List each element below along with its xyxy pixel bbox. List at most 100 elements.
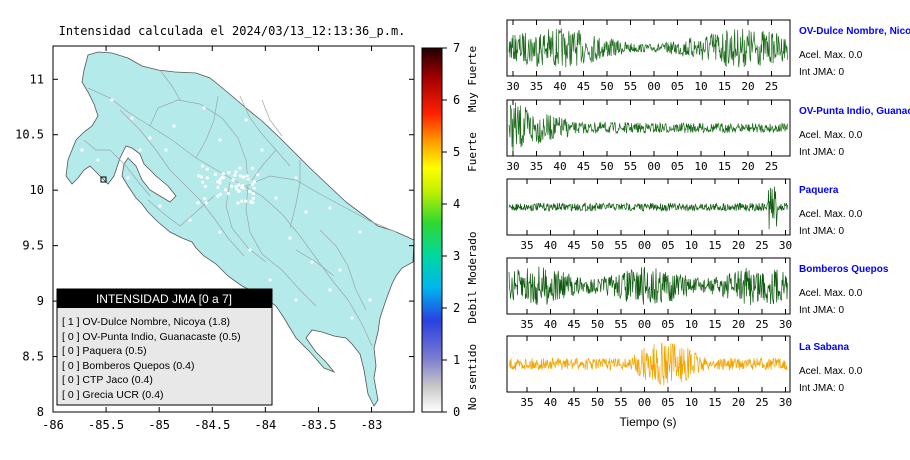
waveform-tick-label: 00 xyxy=(647,160,660,173)
waveform-tick-label: 50 xyxy=(591,396,604,409)
road-network xyxy=(83,69,397,347)
station-name: OV-Punta Indio, Guanacaste xyxy=(799,106,910,117)
waveform-tick-label: 45 xyxy=(567,318,580,331)
town-marker xyxy=(246,177,250,181)
station-marker-dulce-nombre xyxy=(100,176,107,183)
waveform-tick-label: 55 xyxy=(624,80,637,93)
town-marker xyxy=(203,197,207,201)
waveform-tick-label: 35 xyxy=(530,80,543,93)
town-marker xyxy=(268,278,272,282)
town-marker xyxy=(368,298,372,302)
town-marker xyxy=(203,184,207,189)
waveform-tick-label: 55 xyxy=(614,318,627,331)
int-jma-label: Int JMA: 0 xyxy=(799,305,844,316)
town-marker xyxy=(216,180,220,184)
town-marker xyxy=(248,189,252,193)
waveform-panel: 35 40 45 50 55 00 05 10 15 20 25 30 Bomberos Quepos A… xyxy=(506,257,889,331)
colorbar-label-no-sentido: No sentido xyxy=(466,344,479,410)
waveform-tick-label: 30 xyxy=(506,80,519,93)
colorbar-ticks: 7 6 5 4 3 2 1 0 xyxy=(442,41,460,419)
town-marker xyxy=(310,260,314,264)
town-marker xyxy=(188,218,192,222)
colorbar: 7 6 5 4 3 2 1 0 Muy Fuerte Fuerte Moderado Debi… xyxy=(421,41,479,419)
waveform-tick-label: 35 xyxy=(530,160,543,173)
int-jma-label: Int JMA: 0 xyxy=(799,67,844,78)
town-marker xyxy=(216,185,220,189)
road xyxy=(199,199,245,257)
waveform-trace xyxy=(508,266,788,306)
town-marker xyxy=(240,199,244,203)
waveform-tick-label: 05 xyxy=(671,80,684,93)
waveform-tick-label: 00 xyxy=(638,396,651,409)
waveform-tick-label: 05 xyxy=(661,396,674,409)
road xyxy=(195,95,219,159)
waveform-tick-label: 10 xyxy=(694,80,707,93)
legend-item: [ 1 ] OV-Dulce Nombre, Nicoya (1.8) xyxy=(62,316,230,328)
map-y-tick-label: 10 xyxy=(30,183,44,197)
town-marker xyxy=(240,184,245,188)
road xyxy=(261,99,283,137)
waveform-tick-label: 05 xyxy=(661,318,674,331)
map-y-tick-label: 9 xyxy=(37,294,44,308)
town-marker xyxy=(238,166,242,170)
town-marker xyxy=(172,124,176,128)
town-marker xyxy=(358,230,362,234)
town-marker xyxy=(199,175,204,179)
waveform-tick-label: 20 xyxy=(741,160,754,173)
waveform-tick-label: 50 xyxy=(591,318,604,331)
colorbar-tick-label: 3 xyxy=(453,249,460,263)
town-marker xyxy=(237,189,241,193)
town-marker xyxy=(148,136,152,140)
town-marker xyxy=(234,170,238,174)
waveform-tick-label: 15 xyxy=(708,396,721,409)
town-marker xyxy=(251,196,255,200)
waveform-trace xyxy=(508,102,788,156)
town-marker xyxy=(221,172,225,176)
town-marker xyxy=(126,176,130,180)
map-frame xyxy=(52,45,415,413)
town-marker xyxy=(249,200,253,204)
acel-max-label: Acel. Max. 0.0 xyxy=(799,50,863,61)
legend-header xyxy=(57,289,272,308)
waveform-tick-label: 25 xyxy=(755,318,768,331)
waveform-tick-label: 25 xyxy=(765,160,778,173)
waveform-tick-label: 00 xyxy=(647,80,660,93)
waveform-tick-label: 20 xyxy=(732,239,745,252)
station-name: La Sabana xyxy=(799,342,849,353)
waveform-tick-label: 50 xyxy=(600,160,613,173)
road xyxy=(225,181,267,263)
town-marker xyxy=(234,185,238,189)
waveform-tick-label: 50 xyxy=(600,80,613,93)
waveform-tick-label: 30 xyxy=(779,396,792,409)
waveform-tick-label: 40 xyxy=(544,318,557,331)
town-marker xyxy=(288,236,292,240)
waveform-tick-label: 25 xyxy=(755,239,768,252)
road xyxy=(319,229,367,311)
town-marker xyxy=(130,116,134,120)
town-marker xyxy=(260,148,264,152)
town-marker xyxy=(110,98,114,102)
int-jma-label: Int JMA: 0 xyxy=(799,226,844,237)
waveform-tick-label: 20 xyxy=(732,318,745,331)
waveform-tick-label: 45 xyxy=(567,396,580,409)
waveform-tick-label: 15 xyxy=(708,318,721,331)
town-marker xyxy=(213,172,217,176)
town-marker xyxy=(218,230,222,234)
waveform-tick-label: 05 xyxy=(671,160,684,173)
waveform-tick-label: 55 xyxy=(614,239,627,252)
town-marker xyxy=(294,298,298,302)
waveform-tick-label: 20 xyxy=(741,80,754,93)
colorbar-label-fuerte: Fuerte xyxy=(466,132,479,172)
waveform-tick-label: 00 xyxy=(638,239,651,252)
town-marker xyxy=(96,158,100,162)
town-marker xyxy=(233,173,237,177)
town-marker xyxy=(328,206,332,210)
town-marker xyxy=(235,187,239,191)
waveform-panels: 30 35 40 45 50 55 00 05 10 15 20 25 OV-Dulce Nombre,… xyxy=(506,19,910,409)
road xyxy=(87,87,263,197)
town-marker xyxy=(244,118,248,122)
intensity-legend: INTENSIDAD JMA [0 a 7] [ 1 ] OV-Dulce No… xyxy=(56,288,273,406)
waveform-tick-label: 40 xyxy=(553,80,566,93)
map-y-tick-label: 11 xyxy=(30,72,44,86)
waveform-frame xyxy=(506,257,791,315)
